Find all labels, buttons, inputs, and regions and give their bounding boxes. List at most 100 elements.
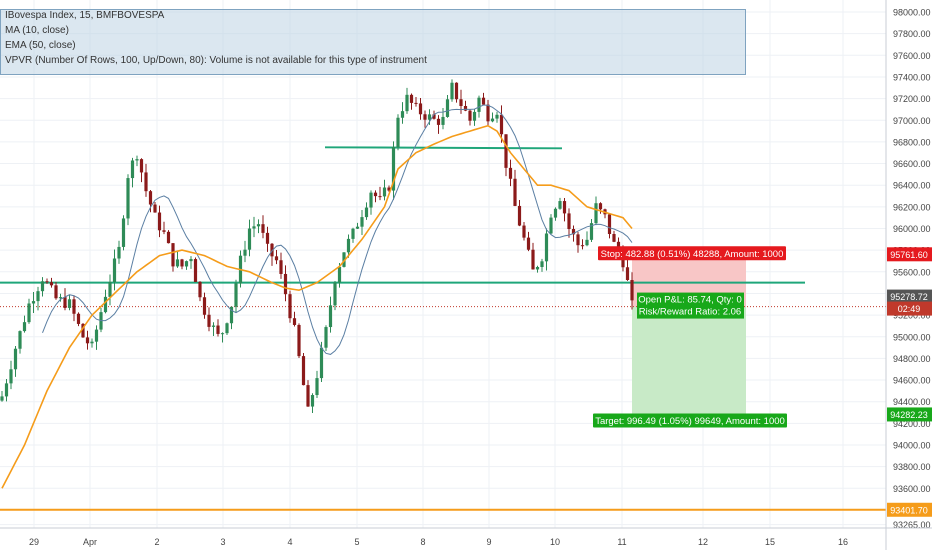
candle-body — [193, 259, 198, 282]
legend-ema[interactable]: EMA (50, close) — [5, 40, 76, 51]
y-tick-label: 97600.00 — [893, 51, 931, 61]
x-tick-label: 9 — [486, 537, 491, 547]
candle-body — [270, 243, 274, 257]
y-tick-label: 95600.00 — [893, 267, 931, 277]
candle-body — [63, 297, 67, 308]
rr-text: Risk/Reward Ratio: 2.06 — [639, 307, 741, 318]
candle-body — [576, 234, 580, 246]
candle-body — [207, 314, 211, 327]
candle-body — [36, 291, 40, 302]
position-labels: Stop: 482.88 (0.51%) 48288, Amount: 1000… — [593, 246, 932, 517]
candle-body — [396, 117, 400, 148]
candle-body — [112, 258, 117, 282]
x-tick-label: 12 — [698, 537, 708, 547]
candle-body — [558, 201, 562, 209]
candle-body — [463, 106, 468, 111]
candle-body — [225, 323, 229, 334]
axis-label-target: 94282.23 — [887, 407, 932, 422]
legend-symbol[interactable]: IBovespa Index, 15, BMFBOVESPA — [5, 10, 165, 21]
candle-body — [594, 203, 598, 224]
candle-body — [297, 324, 301, 357]
candle-body — [427, 114, 432, 120]
y-tick-label: 96800.00 — [893, 137, 931, 147]
candle-body — [171, 243, 175, 267]
x-tick-label: 3 — [220, 537, 225, 547]
x-tick-label: 4 — [287, 537, 292, 547]
grid — [0, 0, 886, 528]
candle-body — [607, 214, 612, 235]
x-tick-label: 10 — [550, 537, 560, 547]
candle-body — [261, 224, 265, 233]
candle-body — [306, 385, 310, 407]
y-tick-label: 95000.00 — [893, 332, 931, 342]
candle-body — [513, 178, 517, 206]
candle-body — [364, 207, 369, 218]
pnl-text: Open P&L: 85.74, Qty: 0 — [638, 295, 742, 306]
axis-label-current-text: 95278.72 — [890, 292, 928, 302]
candle-body — [256, 224, 261, 227]
ma-line — [42, 104, 633, 355]
horizontal-lines — [0, 146, 886, 511]
candle-body — [445, 99, 450, 117]
y-tick-label: 96000.00 — [893, 224, 931, 234]
candle-body — [387, 187, 391, 191]
legend-vpvr[interactable]: VPVR (Number Of Rows, 100, Up/Down, 80):… — [5, 55, 427, 66]
candle-body — [216, 325, 220, 334]
candle-body — [441, 116, 445, 125]
candle-body — [324, 327, 328, 348]
candle-body — [31, 301, 36, 304]
y-tick-label: 97000.00 — [893, 116, 931, 126]
candle-body — [229, 306, 234, 324]
target-label: Target: 996.49 (1.05%) 99649, Amount: 10… — [593, 413, 787, 428]
candle-body — [459, 99, 463, 107]
legend-ma[interactable]: MA (10, close) — [5, 25, 69, 36]
candle-body — [175, 259, 180, 267]
y-tick-label: 97800.00 — [893, 29, 931, 39]
candle-body — [40, 281, 45, 292]
candle-body — [49, 282, 54, 286]
candle-body — [598, 203, 603, 210]
candle-body — [135, 159, 139, 161]
candle-body — [391, 147, 396, 191]
x-tick-label: Apr — [83, 537, 97, 547]
candle-body — [198, 281, 202, 298]
candle-body — [103, 296, 108, 313]
candle-body — [0, 396, 4, 401]
candle-body — [612, 234, 616, 242]
candle-body — [346, 238, 351, 253]
resistance-line — [324, 146, 563, 150]
candle-body — [504, 134, 508, 168]
x-tick-label: 16 — [838, 537, 848, 547]
y-tick-label: 97200.00 — [893, 94, 931, 104]
candle-body — [126, 178, 130, 219]
candle-body — [247, 228, 252, 250]
candle-body — [409, 94, 414, 103]
candle-body — [279, 260, 283, 274]
candle-body — [360, 217, 364, 227]
target-label-text: Target: 996.49 (1.05%) 99649, Amount: 10… — [595, 416, 785, 427]
candle-body — [85, 337, 90, 344]
candle-body — [531, 249, 535, 270]
candle-body — [454, 82, 459, 100]
candle-body — [382, 187, 387, 197]
candle-body — [423, 114, 427, 120]
y-tick-label: 94600.00 — [893, 376, 931, 386]
candle-body — [315, 378, 319, 396]
stop-label: Stop: 482.88 (0.51%) 48288, Amount: 1000 — [598, 246, 786, 261]
axis-label-bottom-bg — [887, 502, 932, 517]
candle-body — [499, 114, 504, 135]
candle-body — [553, 208, 558, 218]
candle-body — [333, 282, 337, 306]
ema-line — [1, 124, 633, 489]
axis-label-target-bg — [887, 407, 932, 422]
axis-label-stop-text: 95761.60 — [890, 250, 928, 260]
y-tick-label: 96200.00 — [893, 202, 931, 212]
candle-body — [274, 256, 279, 261]
candle-body — [288, 294, 292, 319]
candle-body — [369, 192, 373, 208]
candle-body — [432, 114, 436, 119]
candle-body — [265, 232, 270, 244]
